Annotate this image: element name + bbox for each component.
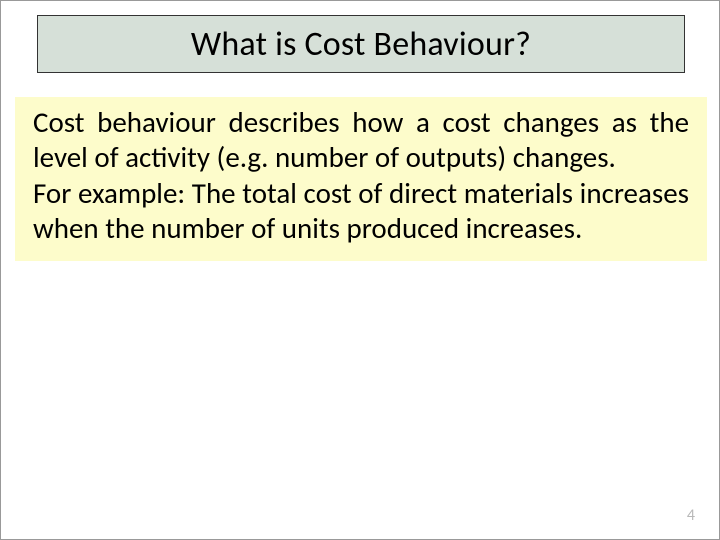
page-number: 4: [687, 506, 695, 525]
slide-body-text: Cost behaviour describes how a cost chan…: [33, 105, 689, 247]
body-box: Cost behaviour describes how a cost chan…: [15, 97, 707, 261]
title-box: What is Cost Behaviour?: [37, 15, 685, 73]
slide-title: What is Cost Behaviour?: [191, 24, 531, 65]
